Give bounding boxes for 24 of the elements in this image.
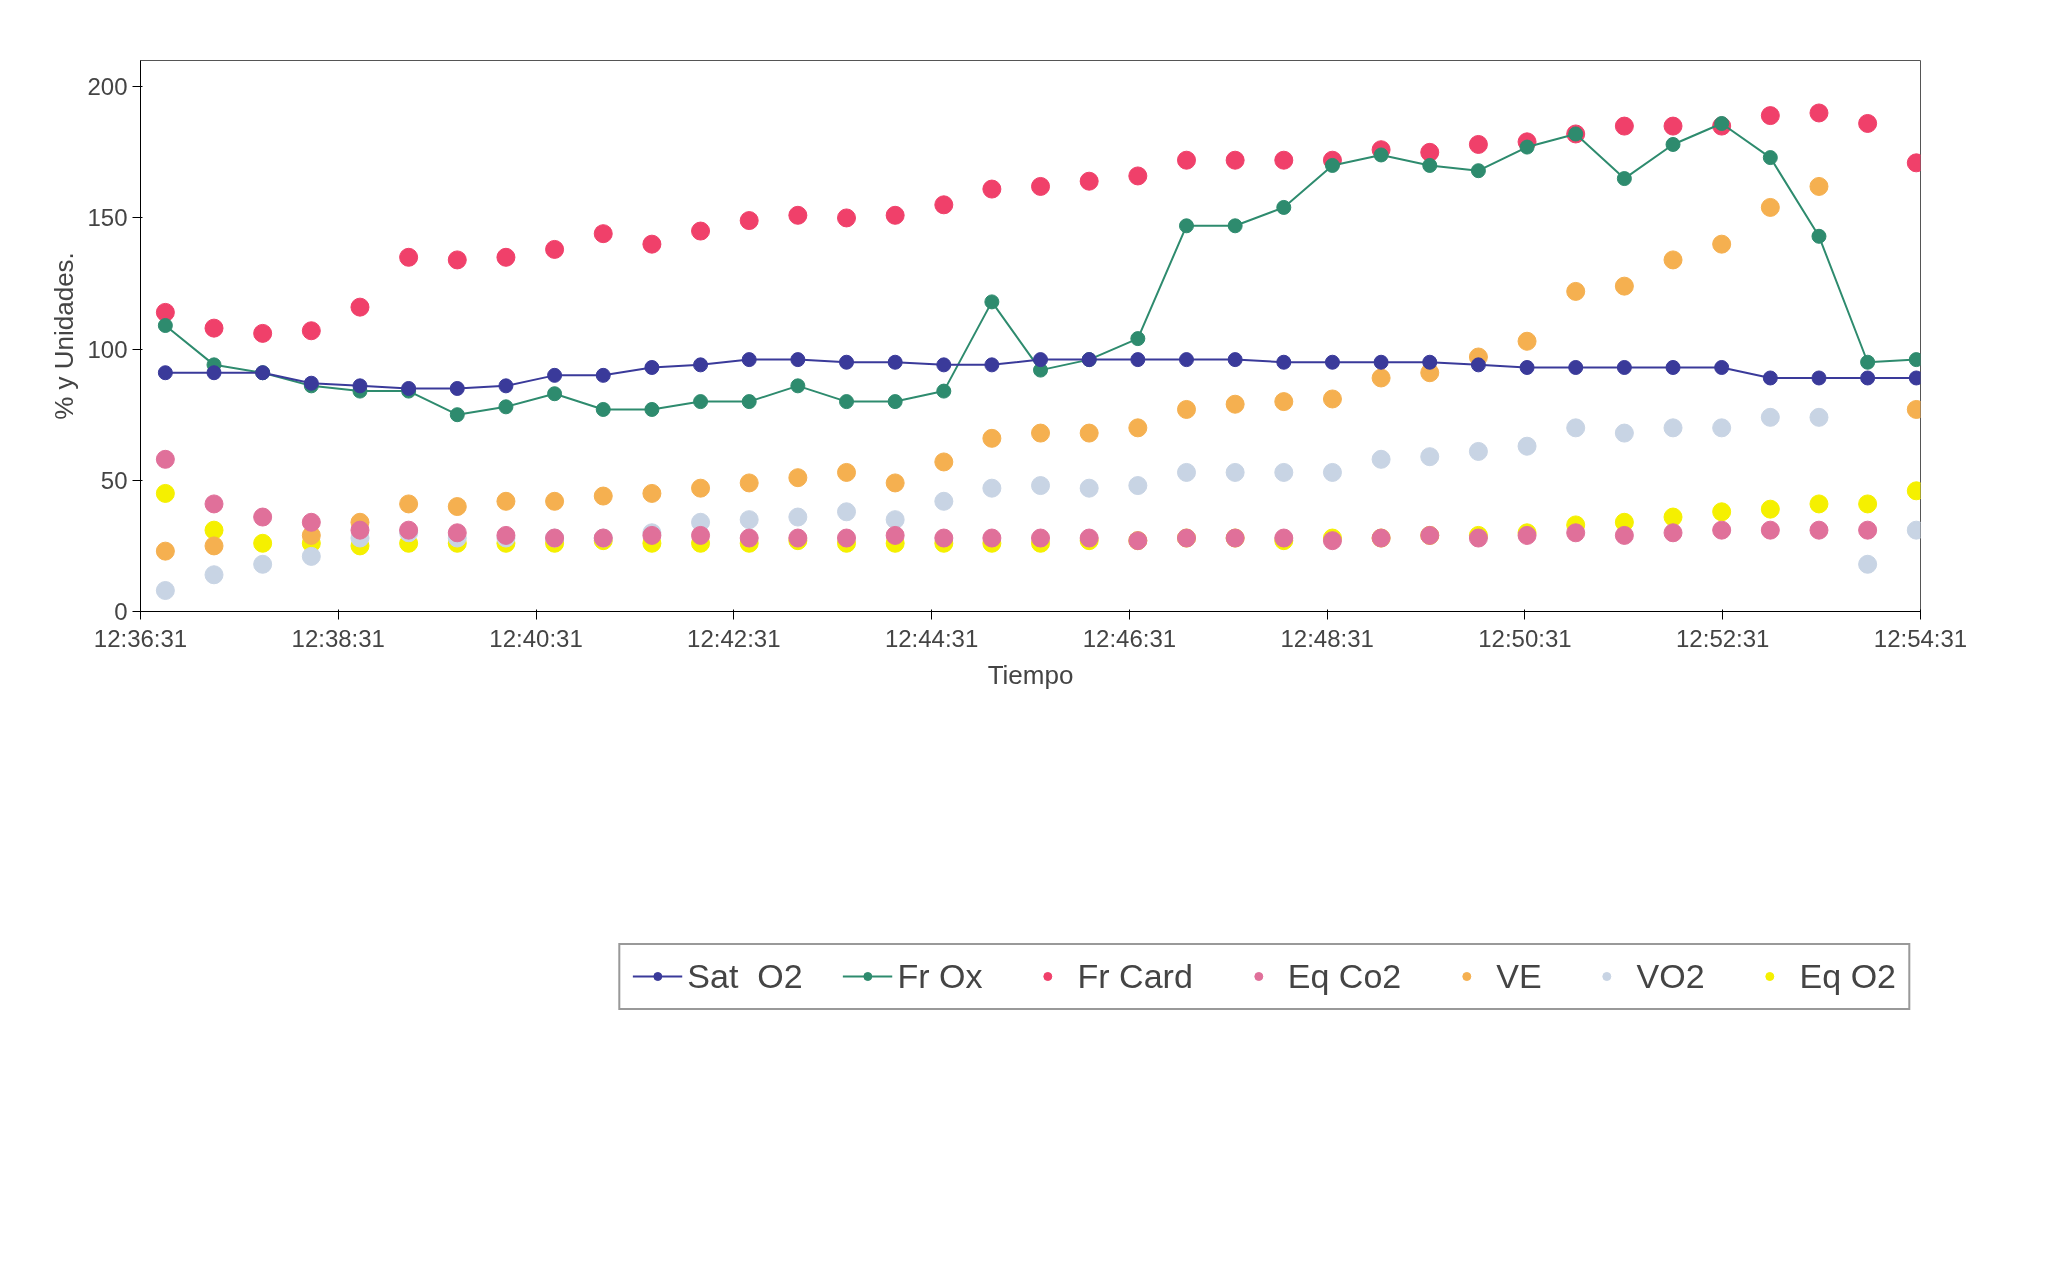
x-tick-label: 12:44:31 xyxy=(884,624,979,652)
y-tick-label: 50 xyxy=(100,466,128,494)
y-tick-label: 100 xyxy=(87,335,128,363)
x-tick-label: 12:40:31 xyxy=(489,624,583,652)
y-axis-title: % y Unidades. xyxy=(49,252,80,420)
x-tick-label: 12:54:31 xyxy=(1873,624,1968,652)
y-tick-label: 200 xyxy=(87,73,128,101)
x-axis-title: Tiempo xyxy=(987,659,1074,690)
legend-label: Fr Card xyxy=(1077,956,1193,996)
legend-label: Fr Ox xyxy=(897,956,983,996)
x-tick-label: 12:38:31 xyxy=(291,624,385,652)
x-tick-label: 12:48:31 xyxy=(1280,624,1374,652)
x-tick-label: 12:42:31 xyxy=(687,624,781,652)
x-tick-label: 12:46:31 xyxy=(1082,624,1177,652)
legend-label: Sat O2 xyxy=(687,956,803,996)
legend-label: VO2 xyxy=(1636,956,1705,996)
x-tick-label: 12:50:31 xyxy=(1478,624,1572,652)
y-tick-label: 150 xyxy=(87,204,128,232)
y-tick-label: 0 xyxy=(114,598,128,625)
legend-label: Eq O2 xyxy=(1799,956,1896,996)
legend-label: VE xyxy=(1496,956,1542,996)
legend-label: Eq Co2 xyxy=(1287,956,1402,996)
x-tick-label: 12:36:31 xyxy=(93,624,188,652)
x-tick-label: 12:52:31 xyxy=(1676,624,1770,652)
